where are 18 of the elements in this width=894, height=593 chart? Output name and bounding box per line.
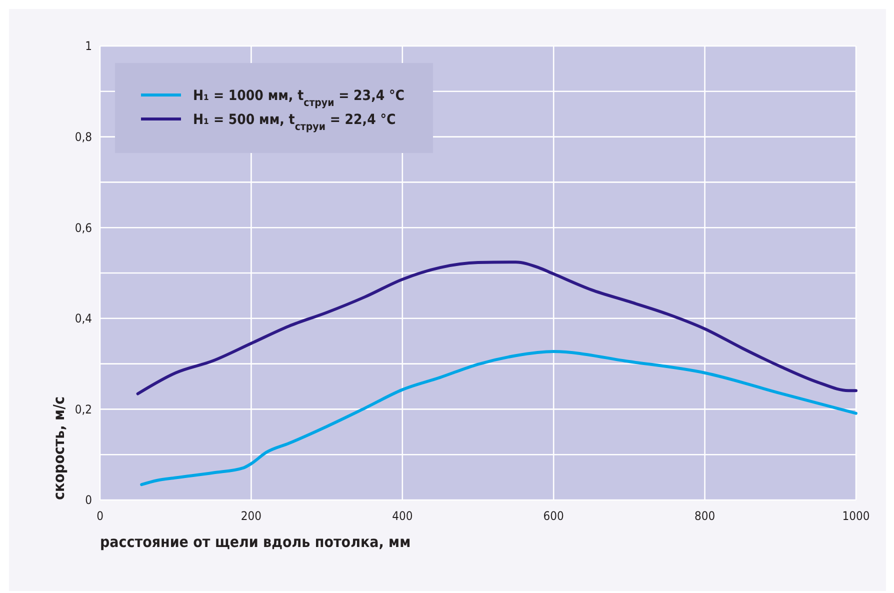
x-tick-label: 1000 xyxy=(842,509,870,523)
legend-label: H₁ = 1000 мм, t$_{струи}$ = 23,4 °C xyxy=(193,88,405,109)
legend-label: H₁ = 500 мм, t$_{струи}$ = 22,4 °C xyxy=(193,112,396,133)
y-tick-label: 0,2 xyxy=(74,402,92,416)
y-axis-title: скорость, м/с xyxy=(50,396,68,500)
x-tick-label: 600 xyxy=(543,509,564,523)
line-series xyxy=(136,260,858,396)
y-tick-label: 0,6 xyxy=(74,220,92,235)
y-tick-label: 1 xyxy=(85,39,92,54)
x-tick-label: 400 xyxy=(392,509,413,523)
line-series xyxy=(140,350,858,486)
x-tick-label: 800 xyxy=(694,509,716,523)
y-tick-label: 0,4 xyxy=(74,312,92,326)
x-tick-label: 0 xyxy=(96,509,104,523)
x-axis-title: расстояние от щели вдоль потолка, мм xyxy=(100,533,411,551)
y-tick-label: 0 xyxy=(85,493,92,508)
x-tick-label: 200 xyxy=(240,509,262,523)
y-tick-label: 0,8 xyxy=(74,130,92,144)
